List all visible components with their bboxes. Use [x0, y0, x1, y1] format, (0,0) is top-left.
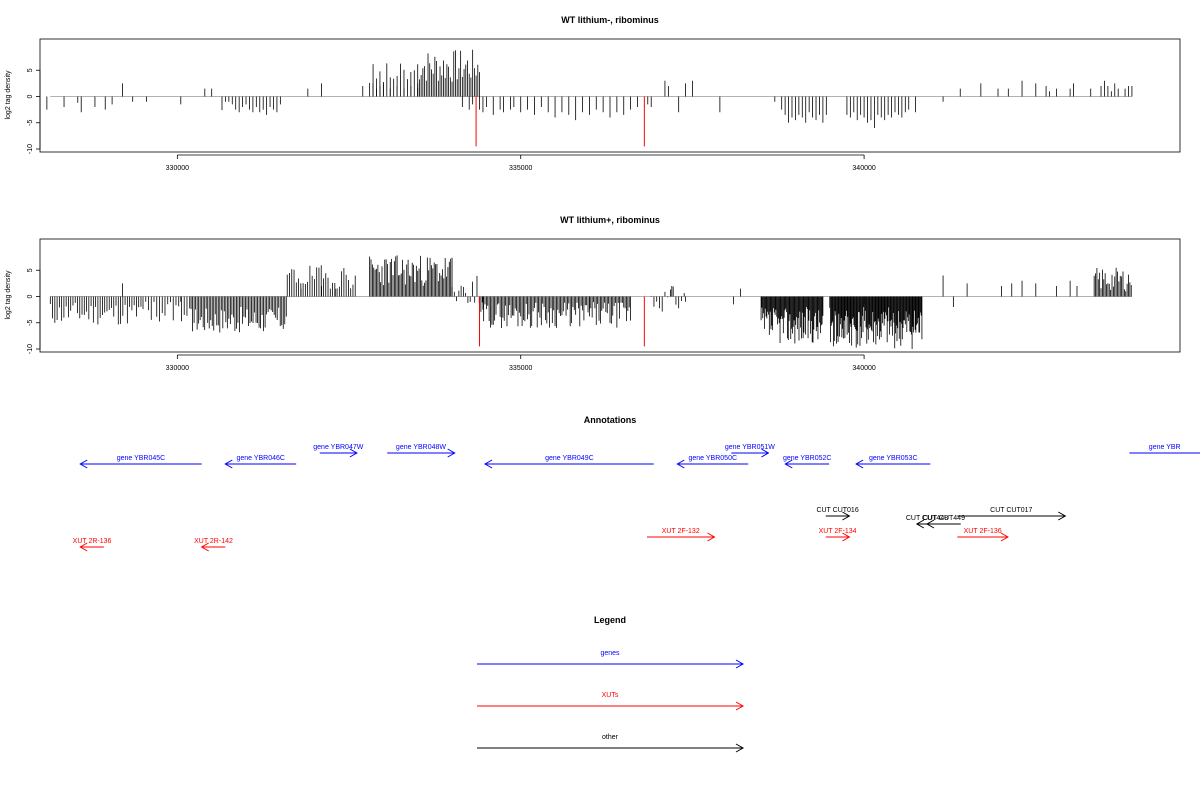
- feature-arrow-head: [200, 542, 209, 552]
- feature-arrow-head: [349, 448, 358, 458]
- feature-label: gene YBR053C: [869, 455, 918, 462]
- panel-title: WT lithium-, ribominus: [561, 15, 659, 25]
- feature-arrow-head: [855, 459, 864, 469]
- feature-arrow-head: [784, 459, 793, 469]
- panel-title: WT lithium+, ribominus: [560, 215, 660, 225]
- legend-title: Legend: [594, 615, 626, 625]
- feature-arrow-head: [79, 459, 88, 469]
- legend-label: other: [602, 734, 619, 741]
- feature-label: gene YBR049C: [545, 455, 594, 462]
- feature-label: CUT CUT016: [816, 507, 858, 514]
- feature-label: CUT CUT017: [990, 507, 1032, 514]
- feature-label: XUT 2F-134: [819, 528, 857, 535]
- y-tick-label: -10: [27, 144, 34, 154]
- legend-arrow-head: [735, 743, 745, 753]
- x-tick-label: 335000: [509, 365, 532, 372]
- feature-label: CUT CUT448: [906, 515, 948, 522]
- y-tick-label: -5: [27, 320, 34, 326]
- y-tick-label: 5: [27, 68, 34, 72]
- x-tick-label: 340000: [852, 165, 875, 172]
- feature-arrow-head: [224, 459, 233, 469]
- y-axis-label: log2 tag density: [5, 270, 12, 320]
- feature-arrow-head: [842, 511, 851, 521]
- feature-arrow-head: [676, 459, 685, 469]
- feature-label: gene YBR048W: [396, 444, 446, 451]
- legend-arrow-head: [735, 701, 745, 711]
- legend-label: genes: [600, 650, 620, 657]
- feature-label: gene YBR052C: [783, 455, 832, 462]
- y-tick-label: 0: [27, 94, 34, 98]
- track-panel-lithium-minus: WT lithium-, ribominus log2 tag density …: [5, 15, 1181, 172]
- feature-list: gene YBR045C gene YBR046C gene YBR047W gene…: [73, 444, 1200, 552]
- feature-arrow-head: [79, 542, 88, 552]
- feature-arrow-head: [1000, 532, 1009, 542]
- legend: Legend genes XUTs other: [477, 615, 745, 753]
- y-tick-label: 5: [27, 268, 34, 272]
- feature-arrow-head: [925, 519, 935, 529]
- feature-label: gene YBR051W: [725, 444, 775, 451]
- feature-arrow-head: [761, 448, 770, 458]
- legend-items: genes XUTs other: [477, 650, 745, 753]
- legend-arrow-head: [735, 659, 745, 669]
- feature-arrow-head: [707, 532, 716, 542]
- x-tick-label: 335000: [509, 165, 532, 172]
- y-tick-label: -5: [27, 120, 34, 126]
- feature-arrow-head: [484, 459, 493, 469]
- y-axis-label: log2 tag density: [5, 70, 12, 120]
- y-tick-label: 0: [27, 294, 34, 298]
- feature-arrow-head: [1058, 511, 1067, 521]
- x-tick-label: 330000: [166, 365, 189, 372]
- legend-label: XUTs: [602, 692, 619, 699]
- feature-label: XUT 2R-142: [194, 538, 233, 545]
- feature-label: gene YBR046C: [236, 455, 285, 462]
- feature-label: gene YBR050C: [689, 455, 738, 462]
- plot-frame: [39, 238, 1181, 353]
- feature-label: gene YBR: [1149, 444, 1181, 451]
- feature-arrow-head: [842, 532, 851, 542]
- feature-label: CUT CUT449: [923, 515, 965, 522]
- feature-arrow-head: [915, 519, 925, 529]
- plot-area: -10 -5 0 5 330000 335000 340000: [27, 255, 1132, 372]
- annotations-track: Annotations gene YBR045C gene YBR046Cgene…: [73, 415, 1200, 552]
- feature-arrow-head: [447, 448, 456, 458]
- track-panel-lithium-plus: WT lithium+, ribominus log2 tag density …: [5, 215, 1181, 372]
- plot-area: -10 -5 0 5 330000 335000 340000: [27, 49, 1133, 172]
- feature-label: XUT 2R-136: [73, 538, 112, 545]
- feature-label: gene YBR045C: [117, 455, 166, 462]
- feature-label: gene YBR047W: [313, 444, 363, 451]
- y-tick-label: -10: [27, 344, 34, 354]
- x-tick-label: 330000: [166, 165, 189, 172]
- x-tick-label: 340000: [852, 365, 875, 372]
- feature-label: XUT 2F-132: [662, 528, 700, 535]
- plot-frame: [39, 38, 1181, 153]
- feature-label: XUT 2F-136: [964, 528, 1002, 535]
- annotations-title: Annotations: [584, 415, 637, 425]
